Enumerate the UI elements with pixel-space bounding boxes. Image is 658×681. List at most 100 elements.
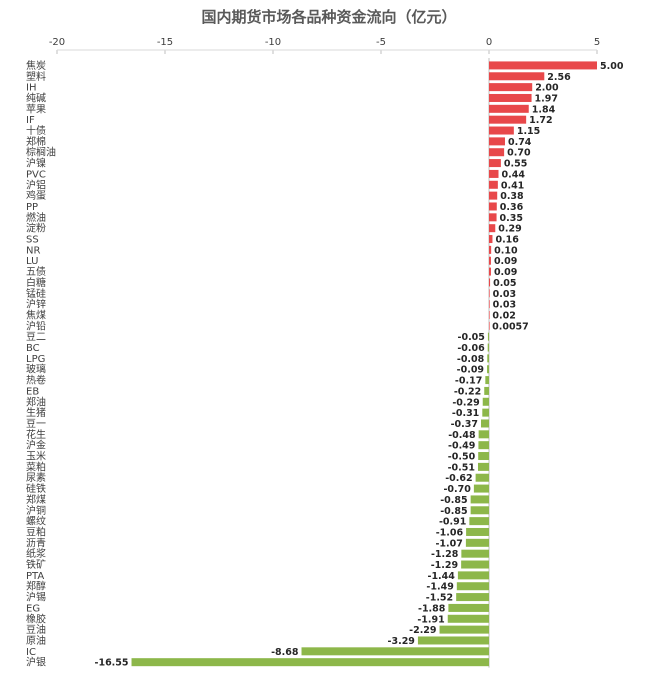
category-label: 豆二 — [26, 331, 46, 343]
data-label: -0.31 — [452, 408, 479, 419]
data-label: -0.08 — [457, 354, 485, 365]
data-label: -1.06 — [436, 527, 464, 538]
bar — [478, 430, 489, 439]
bar — [417, 636, 489, 645]
bar — [461, 549, 489, 558]
data-label: 0.70 — [507, 148, 531, 159]
category-label: 菜粕 — [26, 460, 46, 473]
data-label: 0.10 — [494, 245, 518, 256]
data-label: -0.85 — [440, 495, 467, 506]
bar — [489, 159, 501, 168]
category-label: LPG — [26, 354, 45, 365]
category-label: 沪锡 — [26, 591, 46, 604]
data-label: -1.49 — [426, 582, 453, 593]
category-label: IH — [26, 83, 36, 94]
category-label: 塑料 — [26, 70, 46, 83]
category-label: 燃油 — [26, 211, 46, 224]
data-label: -1.91 — [417, 614, 444, 625]
category-label: 焦炭 — [26, 59, 46, 72]
x-tick-label: 0 — [486, 37, 492, 48]
data-label: -1.28 — [431, 549, 459, 560]
category-label: 纸浆 — [26, 547, 46, 560]
data-label: 0.03 — [493, 300, 516, 311]
category-label: 五债 — [26, 265, 46, 278]
bar — [489, 148, 505, 157]
data-label: 0.44 — [502, 169, 526, 180]
data-label: 1.15 — [517, 126, 540, 137]
category-label: 沪金 — [26, 439, 46, 452]
data-label: 0.55 — [504, 159, 527, 170]
data-label: -0.29 — [452, 397, 479, 408]
category-label: 鸡蛋 — [26, 189, 46, 202]
category-label: 铁矿 — [26, 558, 46, 571]
bar — [489, 213, 497, 222]
bar — [489, 310, 490, 319]
bar — [457, 571, 489, 580]
category-label: 纯碱 — [26, 91, 46, 104]
bar — [456, 582, 489, 591]
category-label: PVC — [26, 169, 46, 180]
category-label: 淀粉 — [26, 222, 46, 235]
category-label: 焦煤 — [26, 308, 46, 321]
data-label: 1.97 — [535, 93, 558, 104]
bar — [473, 484, 489, 493]
category-label: IF — [26, 115, 35, 126]
data-label: 0.38 — [500, 191, 524, 202]
category-label: 硅铁 — [26, 482, 46, 495]
data-label: -0.91 — [439, 517, 466, 528]
bar — [489, 126, 514, 135]
category-label: 沥青 — [26, 536, 46, 549]
category-label: 沪锌 — [26, 298, 46, 311]
bar — [466, 527, 489, 536]
category-label: LU — [26, 256, 38, 267]
bar — [489, 321, 490, 330]
data-label: 0.35 — [500, 213, 523, 224]
data-label: -0.06 — [457, 343, 485, 354]
data-label: 0.36 — [500, 202, 524, 213]
data-label: 0.03 — [493, 289, 516, 300]
data-label: -0.09 — [457, 365, 484, 376]
category-label: 豆一 — [26, 418, 46, 430]
bar — [489, 245, 492, 254]
bar — [489, 137, 505, 146]
category-label: 十债 — [26, 124, 46, 137]
category-label: 苹果 — [26, 102, 46, 115]
data-label: -16.55 — [95, 658, 129, 669]
data-label: 0.09 — [494, 267, 517, 278]
category-label: SS — [26, 235, 39, 246]
data-label: -0.85 — [440, 506, 467, 517]
category-label: 玉米 — [26, 450, 46, 463]
bar — [470, 506, 489, 515]
data-label: -0.51 — [448, 462, 475, 473]
bar — [489, 256, 491, 265]
x-tick-label: -15 — [157, 37, 173, 48]
x-tick-label: -10 — [265, 37, 281, 48]
bar — [489, 180, 498, 189]
data-label: -1.44 — [428, 571, 456, 582]
bar — [489, 289, 490, 298]
data-label: 2.00 — [535, 83, 559, 94]
category-label: 郑醇 — [26, 580, 46, 593]
bar — [485, 376, 489, 385]
bar — [489, 191, 498, 200]
chart-title: 国内期货市场各品种资金流向（亿元） — [201, 8, 457, 26]
bar — [489, 72, 545, 81]
category-label: 尿素 — [26, 471, 46, 484]
category-label: 棕榈油 — [26, 146, 56, 159]
category-label: NR — [26, 245, 40, 256]
category-label: 沪镍 — [26, 157, 46, 170]
bar — [481, 419, 489, 428]
bar — [301, 647, 489, 656]
bar — [482, 408, 489, 417]
category-label: 热卷 — [26, 374, 46, 387]
category-label: 生猪 — [26, 406, 46, 419]
x-tick-label: -5 — [376, 37, 386, 48]
x-tick-label: -20 — [49, 37, 65, 48]
bar — [439, 625, 489, 634]
category-label: 沪铝 — [26, 178, 46, 191]
bar — [447, 614, 489, 623]
data-label: -0.70 — [443, 484, 471, 495]
data-label: 0.16 — [495, 235, 519, 246]
data-label: 2.56 — [547, 72, 571, 83]
